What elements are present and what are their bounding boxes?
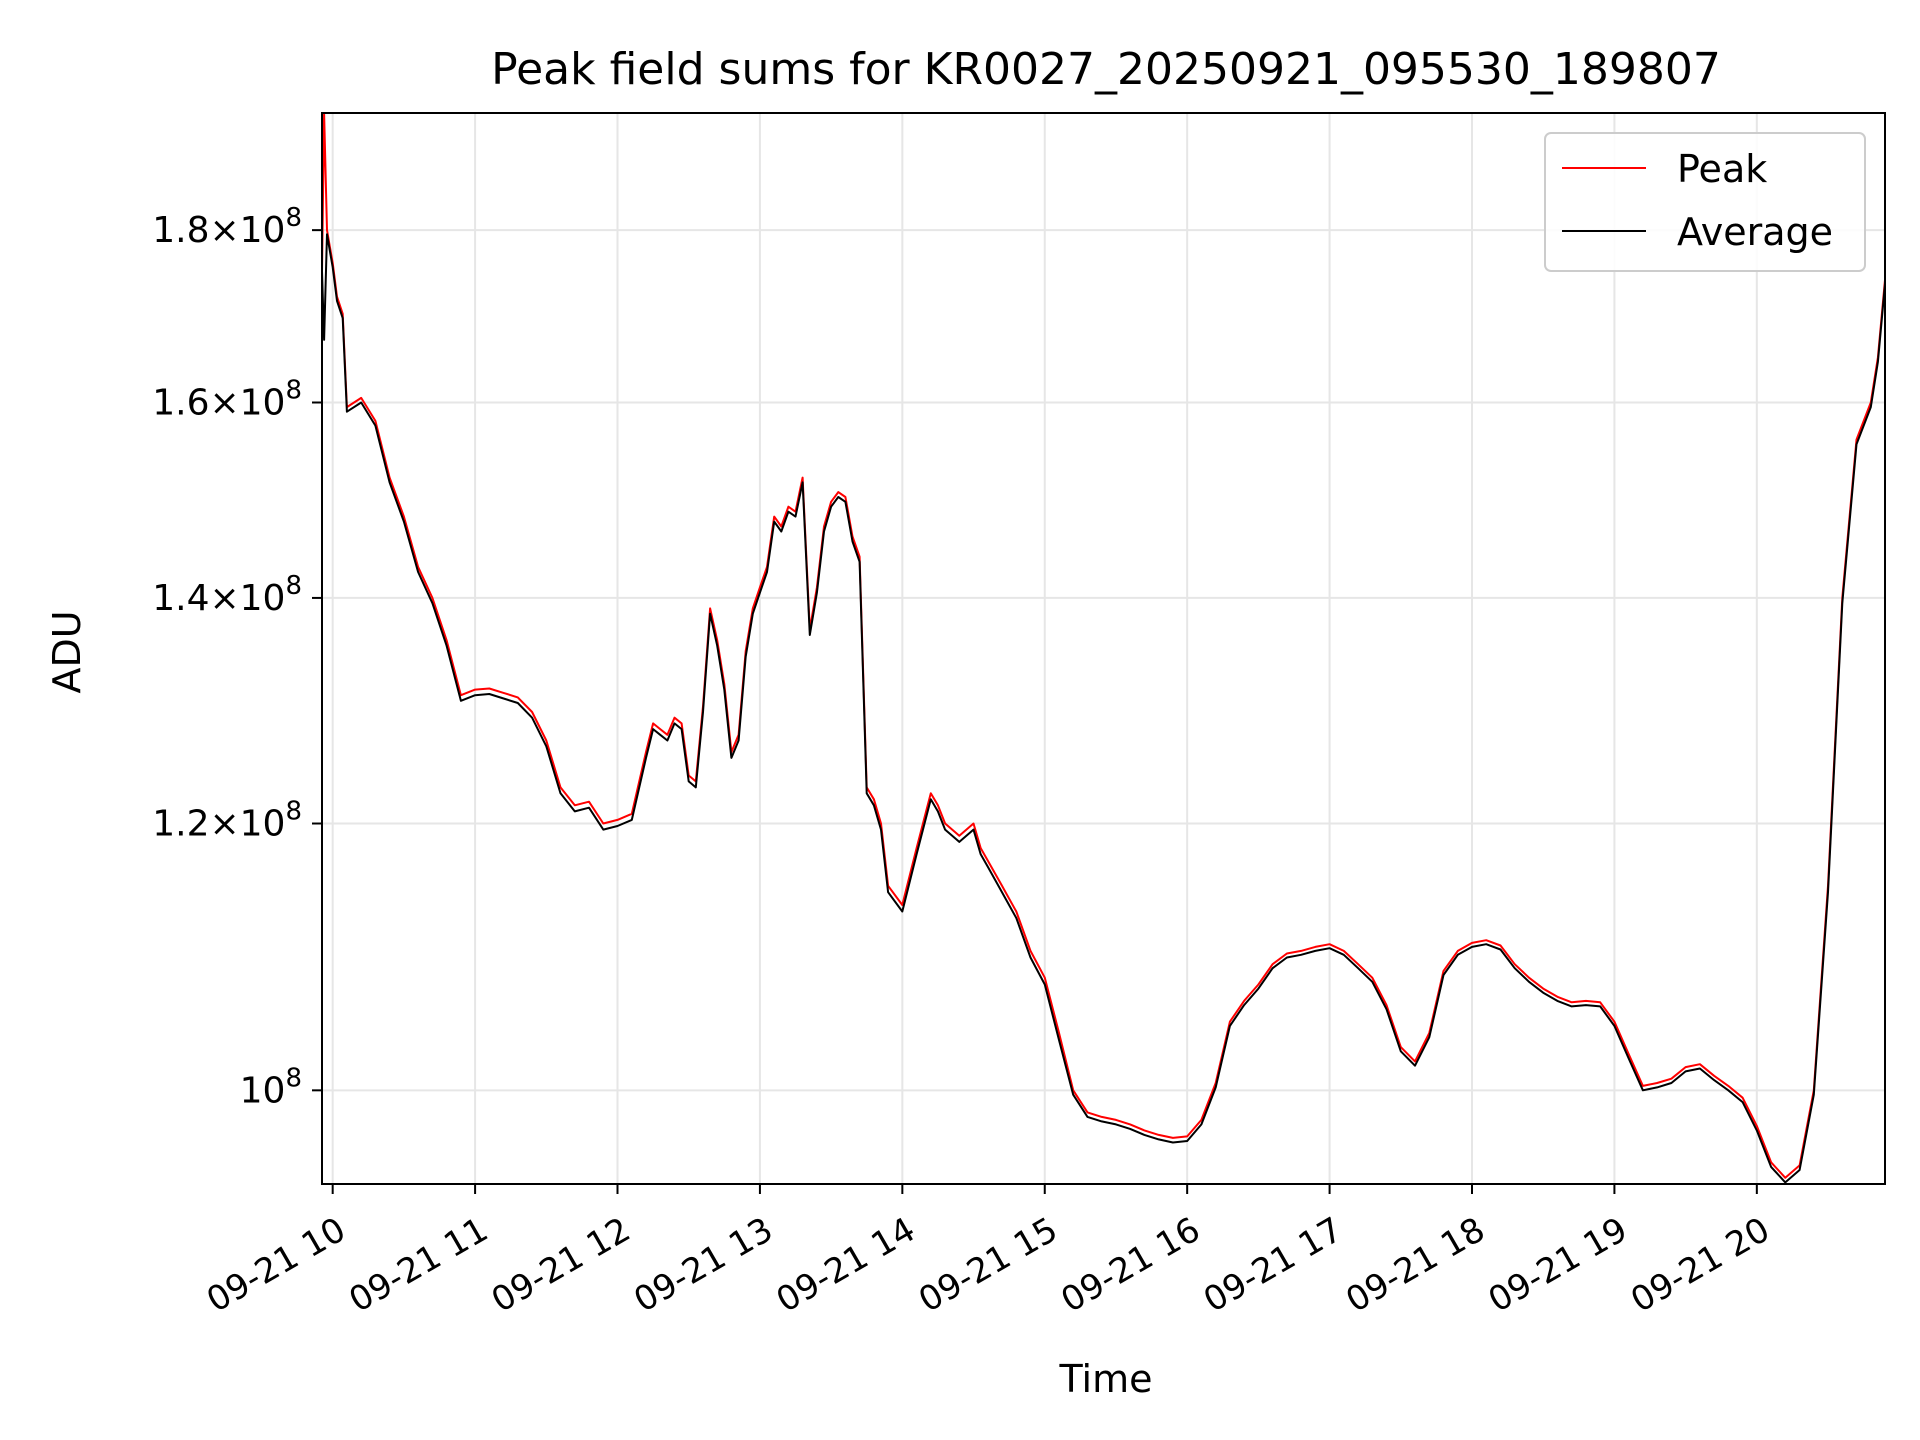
y-tick-label: 1.2×108 [152, 797, 302, 845]
x-tick-label: 09-21 11 [343, 1210, 495, 1321]
legend-label-peak: Peak [1677, 147, 1767, 191]
y-axis-label: ADU [45, 610, 89, 693]
x-tick-label: 09-21 20 [1624, 1210, 1776, 1321]
x-tick-label: 09-21 16 [1055, 1210, 1207, 1321]
x-tick-label: 09-21 18 [1339, 1210, 1491, 1321]
x-axis-label: Time [1059, 1357, 1153, 1401]
series-line-average [321, 233, 1886, 1184]
legend-label-average: Average [1677, 210, 1833, 254]
x-tick-label: 09-21 12 [485, 1210, 637, 1321]
x-tick-label: 09-21 13 [627, 1210, 779, 1321]
x-tick-label: 09-21 14 [770, 1210, 922, 1321]
chart-title: Peak field sums for KR0027_20250921_0955… [491, 44, 1721, 95]
y-tick-label: 1.8×108 [152, 203, 302, 251]
x-tick-label: 09-21 15 [912, 1210, 1064, 1321]
plot-frame [321, 112, 1886, 1185]
legend: Peak Average [1544, 132, 1866, 272]
series-line-peak [321, 112, 1886, 1179]
series-layer [321, 112, 1886, 1184]
x-tick-label: 09-21 10 [200, 1210, 352, 1321]
y-tick-label: 108 [240, 1063, 302, 1111]
x-tick-label: 09-21 19 [1482, 1210, 1634, 1321]
y-tick-label: 1.6×108 [152, 376, 302, 424]
y-tick-label: 1.4×108 [152, 571, 302, 619]
y-axis-ticks: 108 1.2×108 1.4×108 1.6×108 1.8×108 [152, 203, 322, 1111]
grid-lines [322, 113, 1885, 1184]
x-tick-label: 09-21 17 [1197, 1210, 1349, 1321]
